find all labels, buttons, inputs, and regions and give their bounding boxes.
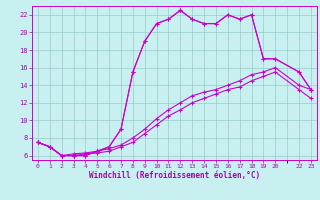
X-axis label: Windchill (Refroidissement éolien,°C): Windchill (Refroidissement éolien,°C) — [89, 171, 260, 180]
